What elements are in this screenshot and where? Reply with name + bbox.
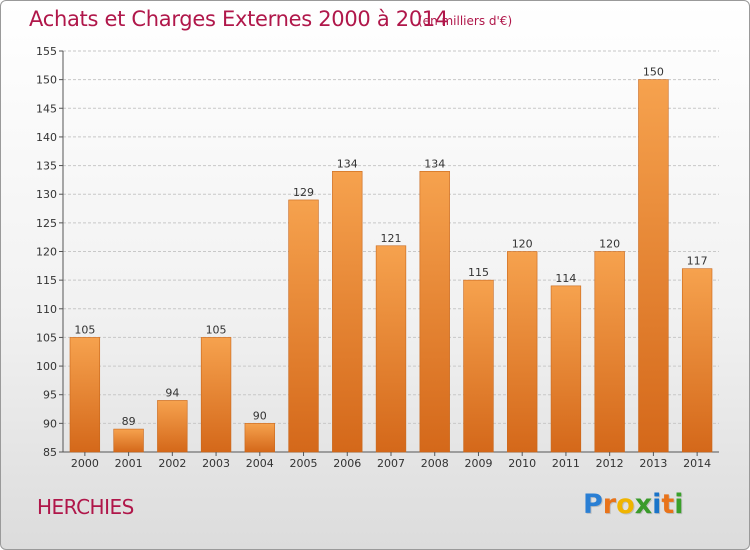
- x-tick-label-2003: 2003: [202, 457, 230, 470]
- y-tick-label: 150: [36, 74, 57, 87]
- bar-2006: [332, 171, 363, 453]
- bar-2010: [507, 251, 538, 453]
- y-tick-label: 90: [43, 417, 57, 430]
- logo-letter: i: [674, 489, 684, 520]
- x-tick-label-2007: 2007: [377, 457, 405, 470]
- bar-2002: [157, 400, 188, 453]
- value-label-2005: 129: [293, 186, 314, 199]
- y-tick-label: 145: [36, 102, 57, 115]
- value-label-2006: 134: [337, 157, 358, 170]
- x-tick-label-2004: 2004: [246, 457, 274, 470]
- chart-unit: (en milliers d'€): [418, 14, 513, 28]
- x-tick-label-2002: 2002: [158, 457, 186, 470]
- logo-letter: P: [583, 489, 603, 520]
- value-label-2007: 121: [381, 232, 402, 245]
- y-tick-label: 95: [43, 389, 57, 402]
- y-tick-label: 85: [43, 446, 57, 459]
- y-tick-label: 135: [36, 160, 57, 173]
- bar-2000: [69, 337, 101, 453]
- value-label-2010: 120: [512, 238, 533, 251]
- logo-letter: i: [652, 489, 662, 520]
- y-tick-labels: 85 90 95 100 105 110 115 120 125 130 135 140 145 150 1…: [36, 45, 57, 459]
- x-tick-label-2014: 2014: [683, 457, 711, 470]
- value-labels: 105 89 94 105 90 129 134 121 134 115 120 114 120 150 1…: [74, 66, 707, 428]
- x-tick-label-2006: 2006: [333, 457, 361, 470]
- value-label-2011: 114: [555, 272, 576, 285]
- logo-letter: t: [661, 489, 675, 520]
- y-tick-label: 130: [36, 188, 57, 201]
- commune-name: HERCHIES: [37, 495, 134, 519]
- value-label-2014: 117: [687, 255, 708, 268]
- bars: [69, 79, 713, 453]
- y-tick-label: 155: [36, 45, 57, 58]
- value-label-2003: 105: [206, 323, 227, 336]
- y-tick-label: 100: [36, 360, 57, 373]
- y-tick-label: 115: [36, 274, 57, 287]
- value-label-2004: 90: [253, 409, 267, 422]
- logo-letter: r: [602, 489, 617, 520]
- value-label-2012: 120: [599, 238, 620, 251]
- x-tick-label-2001: 2001: [115, 457, 143, 470]
- x-tick-label-2011: 2011: [552, 457, 580, 470]
- x-tick-label-2008: 2008: [421, 457, 449, 470]
- x-tick-label-2009: 2009: [464, 457, 492, 470]
- bar-2011: [550, 285, 582, 453]
- x-tick-label-2005: 2005: [290, 457, 318, 470]
- bar-2003: [200, 337, 232, 453]
- y-tick-label: 140: [36, 131, 57, 144]
- x-tick-label-2000: 2000: [71, 457, 99, 470]
- bar-2008: [419, 171, 450, 453]
- value-label-2008: 134: [424, 157, 445, 170]
- y-tick-label: 105: [36, 331, 57, 344]
- bar-2014: [681, 268, 713, 453]
- bar-2013: [638, 79, 669, 453]
- bar-2009: [463, 279, 494, 453]
- logo-letter: o: [616, 489, 635, 520]
- y-tick-label: 110: [36, 303, 57, 316]
- x-tick-labels: 2000 2001 2002 2003 2004 2005 2006 2007 2008 2009…: [71, 452, 711, 470]
- bar-2001: [113, 428, 144, 453]
- value-label-2013: 150: [643, 66, 664, 79]
- logo-letter: x: [634, 489, 653, 520]
- bar-2007: [375, 245, 407, 453]
- chart-title: Achats et Charges Externes 2000 à 2014: [29, 7, 449, 31]
- x-tick-label-2010: 2010: [508, 457, 536, 470]
- bar-2005: [288, 199, 319, 453]
- value-label-2009: 115: [468, 266, 489, 279]
- y-tick-label: 125: [36, 217, 57, 230]
- bar-2004: [244, 423, 275, 453]
- value-label-2001: 89: [122, 415, 136, 428]
- proxiti-logo: Proxiti: [583, 489, 684, 520]
- value-label-2000: 105: [74, 323, 95, 336]
- value-label-2002: 94: [165, 386, 179, 399]
- y-tick-label: 120: [36, 246, 57, 259]
- x-tick-label-2012: 2012: [596, 457, 624, 470]
- x-tick-label-2013: 2013: [639, 457, 667, 470]
- bar-2012: [594, 251, 625, 453]
